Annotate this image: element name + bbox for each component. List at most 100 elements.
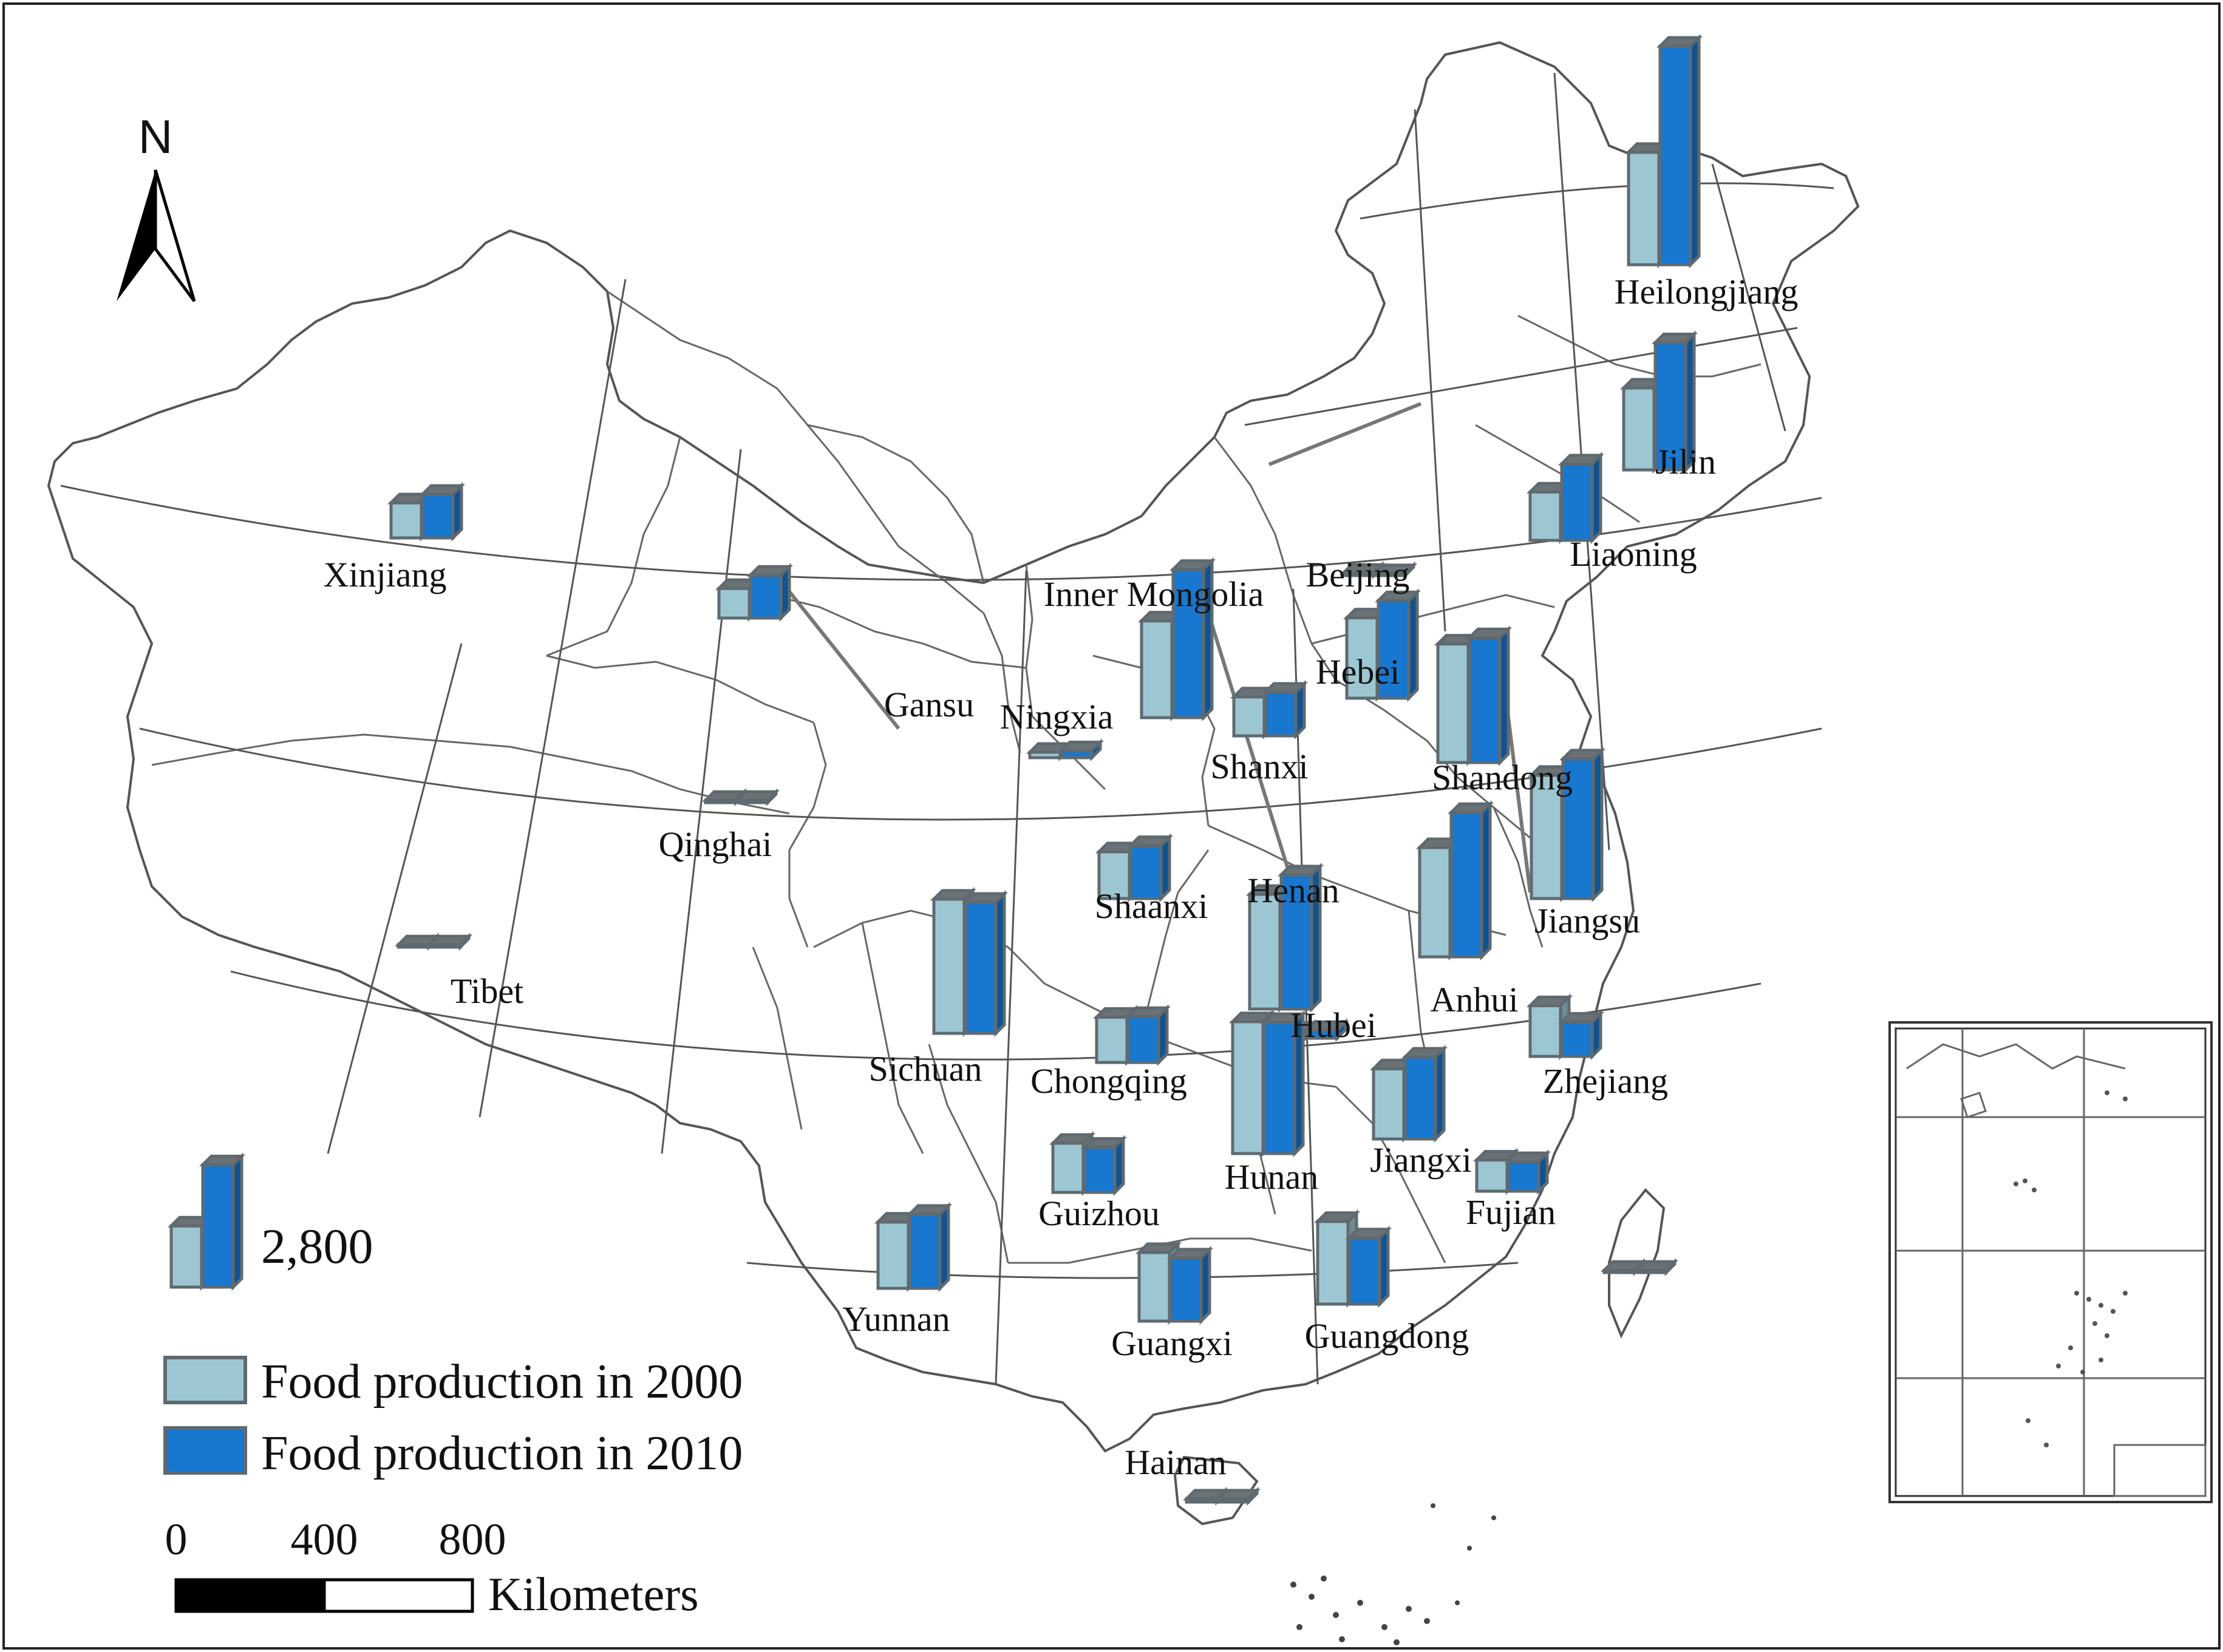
bar-2010-shanxi — [1261, 679, 1309, 740]
legend-sample-bar-2010 — [199, 1152, 246, 1291]
province-label-anhui: Anhui — [1431, 980, 1519, 1019]
legend-swatch-2000 — [163, 1356, 247, 1404]
scale-tick-400: 400 — [291, 1515, 358, 1565]
province-label-zhejiang: Zhejiang — [1543, 1061, 1668, 1101]
bar-2010-guangdong — [1345, 1225, 1392, 1308]
province-label-inner-mongolia: Inner Mongolia — [1044, 574, 1264, 614]
bar-2010-ningxia — [1057, 738, 1105, 762]
bar-group-shaanxi — [1095, 833, 1174, 903]
province-label-hebei: Hebei — [1316, 652, 1400, 692]
south-islands — [1290, 1503, 1496, 1645]
bar-2010-yunnan — [905, 1202, 953, 1293]
bar-group-chongqing — [1092, 1004, 1171, 1067]
legend-swatch-2010 — [163, 1426, 247, 1475]
scale-tick-800: 800 — [439, 1515, 506, 1565]
province-label-heilongjiang: Heilongjiang — [1615, 272, 1799, 311]
bar-group-zhejiang — [1526, 993, 1605, 1061]
province-label-liaoning: Liaoning — [1570, 534, 1697, 574]
bar-group-qinghai — [701, 788, 780, 807]
province-label-qinghai: Qinghai — [659, 824, 772, 864]
bar-2010-inner-mongolia — [1169, 557, 1216, 722]
bar-group-shanxi — [1230, 679, 1309, 740]
bar-group-fujian — [1472, 1147, 1551, 1195]
bar-2010-anhui — [1447, 800, 1494, 961]
province-borders — [151, 290, 1762, 1264]
bar-group-beijing — [1339, 561, 1418, 580]
bar-2010-liaoning — [1557, 451, 1605, 545]
scale-bar-black — [174, 1578, 326, 1613]
province-label-shanxi: Shanxi — [1210, 747, 1308, 786]
province-bars — [387, 33, 1703, 1506]
bar-2010-shaanxi — [1126, 833, 1174, 903]
north-arrow-label: N — [138, 110, 172, 163]
province-label-ningxia: Ningxia — [1000, 697, 1114, 736]
bar-group-inner-mongolia — [1137, 557, 1216, 722]
province-label-hainan: Hainan — [1125, 1443, 1227, 1482]
bar-group-hebei — [1343, 588, 1421, 702]
graticule — [60, 72, 1834, 1385]
province-label-hunan: Hunan — [1225, 1157, 1319, 1197]
legend-label-2010: Food production in 2010 — [261, 1427, 743, 1480]
province-label-sichuan: Sichuan — [869, 1049, 982, 1089]
province-label-chongqing: Chongqing — [1030, 1061, 1187, 1101]
bar-2010-gansu — [746, 563, 794, 622]
legend: 2,800 Food production in 2000 Food produ… — [163, 1152, 743, 1480]
bar-2010-jilin — [1651, 330, 1698, 474]
bar-group-taiwan — [1600, 1258, 1679, 1277]
north-arrow-right-half — [154, 169, 196, 302]
province-label-jiangxi: Jiangxi — [1370, 1140, 1472, 1180]
bar-group-gansu — [715, 563, 794, 622]
bar-2010-jiangxi — [1401, 1044, 1448, 1143]
bar-2010-heilongjiang — [1656, 33, 1703, 269]
province-label-fujian: Fujian — [1466, 1192, 1556, 1232]
province-labels: Heilongjiang Jilin Liaoning Beijing Hebei Sha… — [324, 272, 1799, 1482]
bar-2010-qinghai — [733, 788, 780, 807]
bar-2010-taiwan — [1632, 1258, 1679, 1277]
scale-tick-0: 0 — [165, 1515, 188, 1565]
province-label-guizhou: Guizhou — [1038, 1194, 1160, 1233]
legend-label-2000: Food production in 2000 — [261, 1355, 743, 1409]
scale-bar-white — [322, 1578, 474, 1613]
province-label-jilin: Jilin — [1655, 442, 1716, 481]
bar-group-yunnan — [874, 1202, 953, 1293]
province-label-jiangsu: Jiangsu — [1534, 901, 1640, 940]
province-label-gansu: Gansu — [884, 685, 974, 724]
bar-group-sichuan — [930, 886, 1009, 1038]
bar-2010-guangxi — [1166, 1245, 1214, 1325]
bar-2010-chongqing — [1124, 1004, 1171, 1067]
bar-2010-zhejiang — [1557, 1010, 1605, 1061]
bar-group-guangxi — [1135, 1240, 1214, 1325]
north-arrow: N — [117, 110, 196, 302]
bar-2010-hunan — [1260, 1010, 1307, 1158]
province-label-yunnan: Yunnan — [842, 1299, 950, 1339]
legend-sample-bars — [167, 1152, 246, 1291]
province-label-henan: Henan — [1247, 871, 1339, 910]
province-label-guangxi: Guangxi — [1111, 1324, 1233, 1363]
province-label-beijing: Beijing — [1306, 555, 1410, 594]
legend-sample-value: 2,800 — [261, 1219, 373, 1274]
bar-group-guangdong — [1313, 1209, 1392, 1308]
bar-group-anhui — [1415, 800, 1494, 961]
province-label-shaanxi: Shaanxi — [1095, 886, 1208, 926]
south-china-sea-inset — [1888, 1021, 2213, 1503]
bar-group-heilongjiang — [1624, 33, 1703, 269]
bar-group-jiangsu — [1527, 746, 1606, 903]
bar-2010-tibet — [426, 933, 473, 951]
scale-bar: 0 400 800 Kilometers — [165, 1515, 699, 1620]
bar-2010-jiangsu — [1559, 746, 1606, 903]
scale-unit: Kilometers — [488, 1568, 699, 1620]
bar-2010-hebei — [1374, 588, 1421, 702]
bar-2000-inner-mongolia — [1137, 608, 1185, 722]
bar-group-henan — [1245, 862, 1324, 1013]
bar-group-shandong — [1434, 625, 1513, 767]
bar-group-xinjiang — [387, 481, 466, 542]
province-label-guangdong: Guangdong — [1305, 1316, 1469, 1356]
bar-2010-shandong — [1465, 625, 1513, 767]
bar-group-liaoning — [1526, 451, 1605, 545]
bar-group-jilin — [1619, 330, 1698, 474]
province-label-shandong: Shandong — [1432, 758, 1573, 797]
bar-group-jiangxi — [1369, 1044, 1448, 1143]
bar-2010-beijing — [1370, 561, 1418, 580]
bar-2010-xinjiang — [418, 481, 466, 542]
